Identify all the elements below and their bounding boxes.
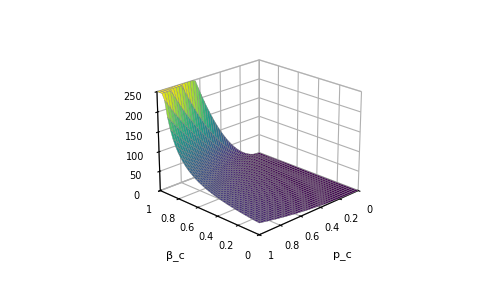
X-axis label: p_c: p_c (334, 251, 352, 261)
Y-axis label: β_c: β_c (166, 250, 185, 261)
